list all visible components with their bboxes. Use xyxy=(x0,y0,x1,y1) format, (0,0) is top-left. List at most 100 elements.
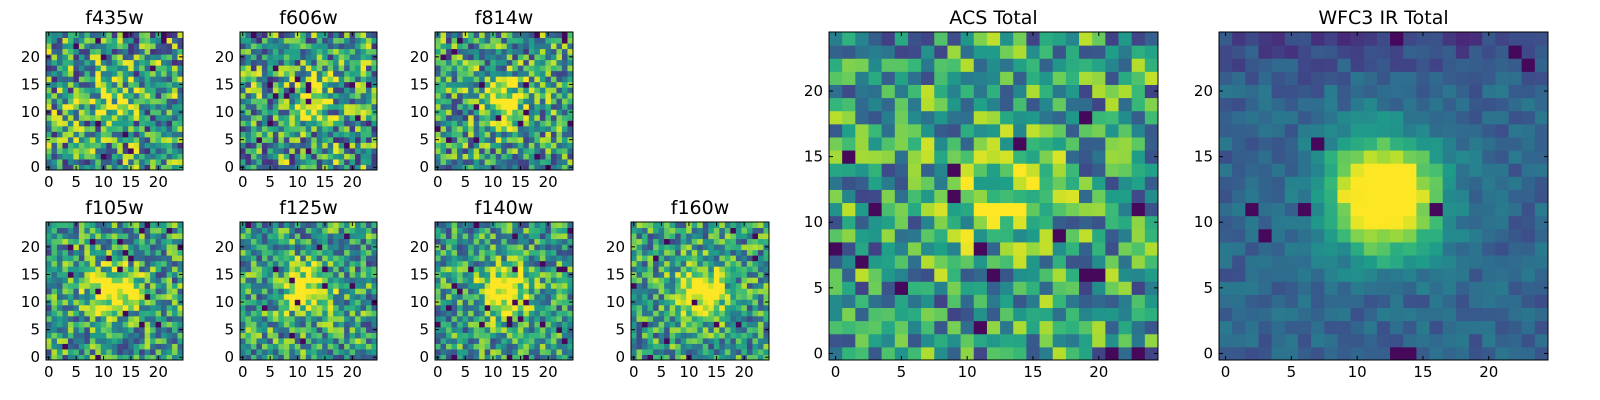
heatmap-cell xyxy=(697,299,704,306)
heatmap-cell xyxy=(366,315,373,322)
heatmap-cell xyxy=(468,304,475,311)
heatmap-cell xyxy=(451,315,458,322)
heatmap-cell xyxy=(561,43,568,50)
heatmap-cell xyxy=(934,176,948,190)
heatmap-cell xyxy=(501,277,508,284)
heatmap-cell xyxy=(1052,228,1067,243)
heatmap-cell xyxy=(78,120,85,127)
heatmap-cell xyxy=(664,271,671,278)
heatmap-cell xyxy=(479,109,486,116)
heatmap-cell xyxy=(78,98,85,105)
heatmap-cell xyxy=(829,202,843,217)
heatmap-cell xyxy=(177,260,184,267)
heatmap-cell xyxy=(300,103,307,110)
heatmap-cell xyxy=(642,299,649,306)
heatmap-cell xyxy=(245,48,252,55)
heatmap-cell xyxy=(440,255,447,262)
y-tick-label: 5 xyxy=(30,321,40,339)
heatmap-cell xyxy=(457,326,464,333)
heatmap-cell xyxy=(631,343,638,350)
heatmap-cell xyxy=(517,142,524,149)
heatmap-cell xyxy=(556,109,563,116)
heatmap-cell xyxy=(829,228,843,243)
heatmap-cell xyxy=(278,142,285,149)
heatmap-cell xyxy=(550,136,557,143)
heatmap-cell xyxy=(894,255,909,269)
heatmap-cell xyxy=(697,315,704,322)
heatmap-cell xyxy=(245,158,252,165)
heatmap-cell xyxy=(89,136,96,143)
heatmap-cell xyxy=(122,321,129,328)
heatmap-cell xyxy=(752,282,759,289)
heatmap-cell xyxy=(561,233,568,240)
heatmap-cell xyxy=(256,142,263,149)
heatmap-cell xyxy=(360,299,367,306)
heatmap-cell xyxy=(567,114,574,121)
heatmap-cell xyxy=(84,131,91,138)
heatmap-cell xyxy=(144,81,151,88)
heatmap-cell xyxy=(133,87,140,94)
heatmap-cell xyxy=(986,294,1001,309)
heatmap-cell xyxy=(741,304,748,311)
heatmap-cell xyxy=(440,337,447,344)
heatmap-cell xyxy=(468,131,475,138)
heatmap-cell xyxy=(172,92,179,99)
heatmap-cell xyxy=(631,315,638,322)
heatmap-cell xyxy=(512,348,519,355)
heatmap-cell xyxy=(322,48,329,55)
heatmap-cell xyxy=(46,233,52,240)
heatmap-cell xyxy=(166,136,173,143)
heatmap-cell xyxy=(752,299,759,306)
heatmap-cell xyxy=(155,266,162,273)
axes-frame xyxy=(434,31,574,171)
heatmap-cell xyxy=(986,163,1001,177)
heatmap-cell xyxy=(556,337,563,344)
heatmap-cell xyxy=(78,48,85,55)
heatmap-cell xyxy=(150,125,157,132)
heatmap-cell xyxy=(561,76,568,83)
heatmap-cell xyxy=(122,54,129,61)
heatmap-cell xyxy=(150,293,157,300)
heatmap-cell xyxy=(261,244,268,251)
heatmap-cell xyxy=(446,65,453,72)
heatmap-cell xyxy=(763,321,770,328)
heatmap-cell xyxy=(446,48,453,55)
heatmap-cell xyxy=(349,153,356,160)
heatmap-cell xyxy=(139,315,146,322)
heatmap-cell xyxy=(457,92,464,99)
heatmap-cell xyxy=(267,147,274,154)
heatmap-cell xyxy=(261,48,268,55)
heatmap-cell xyxy=(730,337,737,344)
heatmap-cell xyxy=(256,92,263,99)
heatmap-cell xyxy=(506,136,513,143)
heatmap-cell xyxy=(51,271,58,278)
heatmap-cell xyxy=(294,293,301,300)
heatmap-cell xyxy=(283,37,290,44)
heatmap-cell xyxy=(355,125,362,132)
heatmap-cell xyxy=(84,343,91,350)
heatmap-cell xyxy=(95,277,102,284)
heatmap-cell xyxy=(724,227,731,234)
heatmap-cell xyxy=(333,260,340,267)
heatmap-cell xyxy=(344,65,351,72)
heatmap-cell xyxy=(245,43,252,50)
heatmap-cell xyxy=(305,288,312,295)
heatmap-cell xyxy=(327,114,334,121)
heatmap-cell xyxy=(256,32,263,39)
heatmap-cell xyxy=(545,136,552,143)
heatmap-cell xyxy=(512,158,519,165)
heatmap-cell xyxy=(78,266,85,273)
heatmap-cell xyxy=(691,337,698,344)
heatmap-cell xyxy=(283,260,290,267)
heatmap-cell xyxy=(708,266,715,273)
heatmap-cell xyxy=(366,81,373,88)
heatmap-cell xyxy=(550,131,557,138)
heatmap-cell xyxy=(344,222,351,229)
heatmap-cell xyxy=(177,222,184,229)
heatmap-cell xyxy=(501,310,508,317)
heatmap-cell xyxy=(51,260,58,267)
heatmap-cell xyxy=(708,238,715,245)
heatmap-cell xyxy=(245,348,252,355)
heatmap-cell xyxy=(708,310,715,317)
heatmap-cell xyxy=(327,304,334,311)
